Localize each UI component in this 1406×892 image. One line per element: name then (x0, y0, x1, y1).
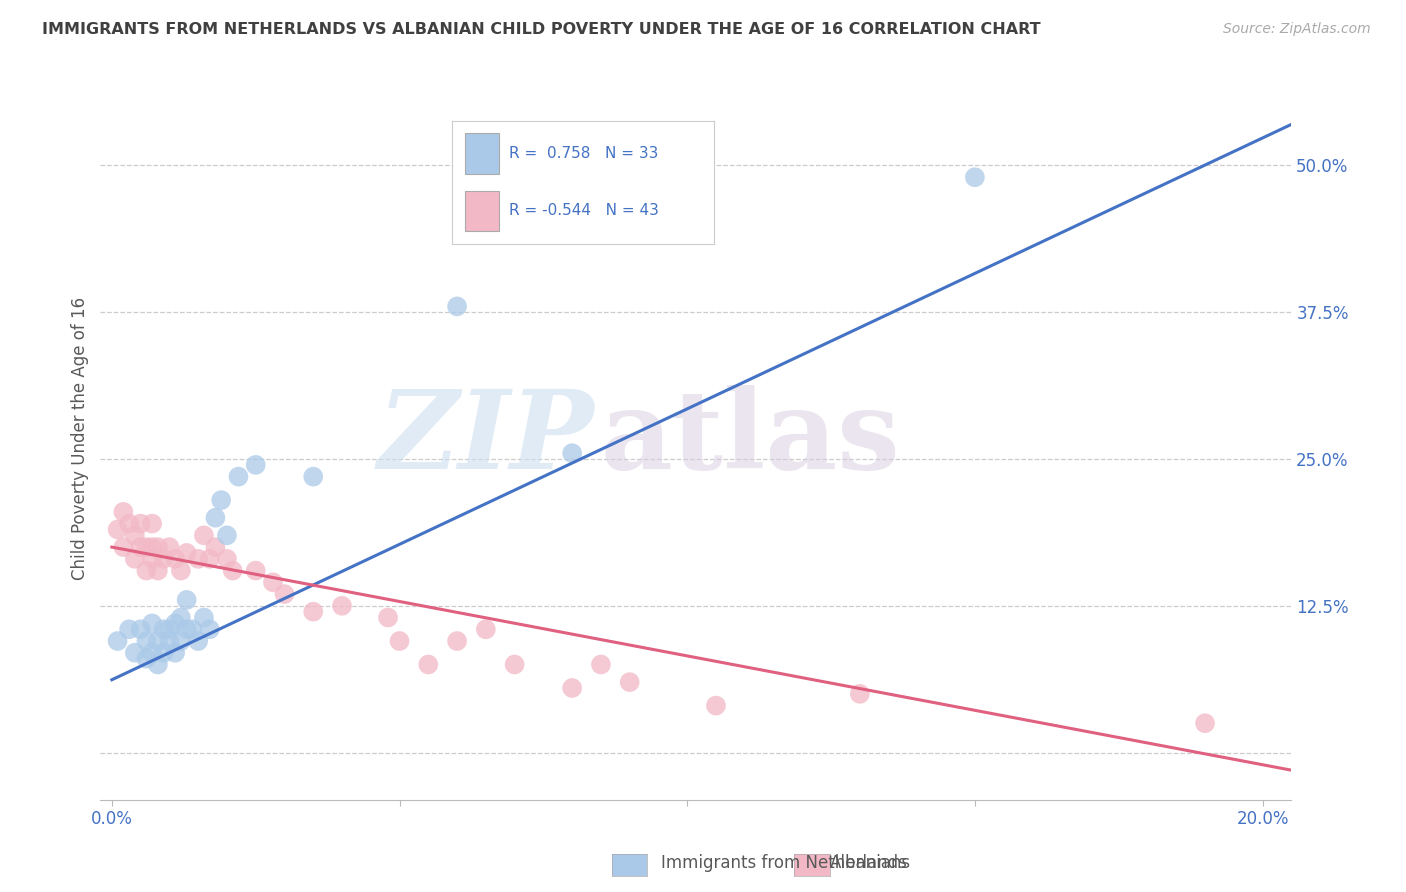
Point (221, 564, 243, 578)
Point (170, 610, 193, 624)
Point (963, 170, 986, 185)
Point (262, 575, 284, 590)
Point (176, 622, 198, 636)
Point (170, 564, 193, 578)
Point (377, 610, 399, 624)
Point (124, 528, 146, 542)
Point (503, 657, 526, 672)
Text: Immigrants from Netherlands: Immigrants from Netherlands (661, 855, 907, 872)
Point (170, 634, 193, 648)
Point (135, 564, 157, 578)
Point (135, 634, 157, 648)
Point (141, 540, 163, 554)
Point (209, 493, 232, 508)
Point (118, 516, 141, 531)
Point (107, 523, 129, 537)
Point (146, 564, 169, 578)
Point (146, 657, 169, 672)
Point (228, 469, 250, 483)
Point (561, 446, 583, 460)
Point (141, 646, 163, 660)
Point (187, 551, 209, 566)
Point (135, 651, 157, 665)
Point (388, 634, 411, 648)
Point (330, 599, 353, 613)
Point (273, 587, 295, 601)
Point (129, 622, 152, 636)
Point (245, 564, 267, 578)
Point (302, 469, 325, 483)
Point (1194, 716, 1216, 731)
Point (152, 622, 174, 636)
Text: Albanians: Albanians (830, 855, 911, 872)
Point (198, 551, 221, 566)
Point (215, 551, 238, 566)
Point (129, 540, 152, 554)
Point (107, 634, 129, 648)
Point (619, 675, 641, 690)
Point (112, 540, 135, 554)
Point (165, 616, 187, 631)
Text: ZIP: ZIP (378, 384, 595, 492)
Point (704, 698, 727, 713)
Point (193, 528, 215, 542)
Point (157, 634, 180, 648)
Point (176, 593, 198, 607)
Point (165, 551, 187, 566)
Point (112, 505, 135, 519)
Point (589, 657, 612, 672)
Point (152, 646, 174, 660)
Point (561, 681, 583, 695)
Point (204, 510, 226, 524)
Point (849, 687, 872, 701)
Point (141, 516, 163, 531)
Point (141, 616, 163, 631)
Point (152, 551, 174, 566)
Point (124, 551, 146, 566)
Y-axis label: Child Poverty Under the Age of 16: Child Poverty Under the Age of 16 (72, 297, 89, 580)
Point (165, 646, 187, 660)
Point (146, 634, 169, 648)
Point (198, 622, 221, 636)
Point (146, 540, 169, 554)
Point (302, 605, 325, 619)
Point (215, 528, 238, 542)
Point (446, 634, 468, 648)
Point (204, 540, 226, 554)
Text: atlas: atlas (600, 385, 900, 492)
Point (187, 634, 209, 648)
Point (245, 458, 267, 472)
Text: IMMIGRANTS FROM NETHERLANDS VS ALBANIAN CHILD POVERTY UNDER THE AGE OF 16 CORREL: IMMIGRANTS FROM NETHERLANDS VS ALBANIAN … (42, 22, 1040, 37)
Point (157, 540, 180, 554)
Point (181, 622, 204, 636)
Point (118, 622, 141, 636)
Point (418, 657, 440, 672)
Point (124, 646, 146, 660)
Text: Source: ZipAtlas.com: Source: ZipAtlas.com (1223, 22, 1371, 37)
Point (129, 516, 152, 531)
Point (141, 551, 163, 566)
Point (193, 610, 215, 624)
Point (446, 299, 468, 313)
Point (135, 540, 157, 554)
Point (157, 622, 180, 636)
Point (475, 622, 498, 636)
Point (176, 546, 198, 560)
